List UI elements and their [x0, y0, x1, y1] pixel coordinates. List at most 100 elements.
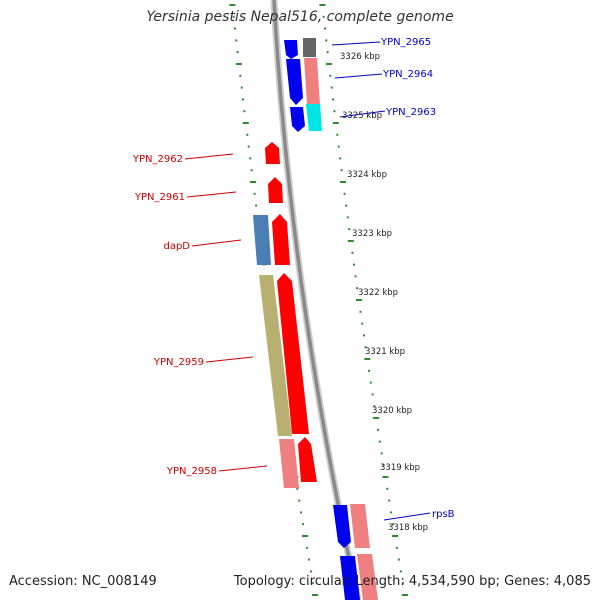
tick-mark-left — [240, 86, 243, 89]
connector-ypn-2959 — [205, 356, 254, 363]
connector-ypn-2964 — [334, 73, 383, 79]
gene-feature-ypn-2959[interactable] — [277, 273, 309, 434]
tick-mark-right — [388, 499, 391, 502]
accession-text: Accession: NC_008149 — [9, 574, 157, 589]
tick-mark-left — [255, 204, 258, 207]
scale-label-3321: 3321 kbp — [365, 347, 405, 357]
tick-mark-left — [229, 4, 236, 6]
gene-label-ypn-2962[interactable]: YPN_2962 — [132, 154, 183, 165]
tick-mark-right — [373, 405, 376, 408]
gene-feature-ypn-2962[interactable] — [265, 142, 280, 164]
feature-olive — [259, 275, 292, 436]
tick-mark-left — [250, 169, 253, 172]
scale-label-3323: 3323 kbp — [352, 229, 392, 239]
feature-steelblue — [253, 215, 271, 265]
tick-mark-right — [346, 216, 349, 219]
gene-feature-dapd[interactable] — [272, 214, 290, 265]
gene-label-rpsb[interactable]: rpsB — [432, 509, 455, 520]
tick-mark-left — [298, 499, 301, 502]
tick-mark-left — [232, 15, 235, 18]
tick-mark-right — [330, 86, 333, 89]
tick-mark-left — [305, 546, 308, 549]
feature-pink-upper — [304, 58, 320, 104]
connector-ypn-2962 — [184, 153, 234, 160]
gene-label-ypn-2963[interactable]: YPN_2963 — [385, 107, 436, 118]
tick-mark-right — [340, 169, 343, 172]
tick-mark-right — [362, 334, 365, 337]
gene-label-ypn-2961[interactable]: YPN_2961 — [134, 192, 185, 203]
feature-gray — [303, 38, 316, 57]
tick-mark-left — [311, 582, 314, 585]
tick-mark-right — [356, 287, 359, 290]
tick-mark-right — [371, 393, 374, 396]
connector-ypn-2961 — [186, 191, 237, 198]
tick-mark-right — [369, 381, 372, 384]
tick-mark-left — [307, 558, 310, 561]
gene-feature-ypn-2963[interactable] — [290, 107, 305, 132]
feature-track — [253, 38, 378, 600]
feature-pink-lower — [350, 504, 370, 548]
tick-mark-right — [361, 322, 364, 325]
feature-pink-bottom — [357, 554, 378, 600]
tick-mark-left — [235, 39, 238, 42]
connector-ypn-2958 — [218, 465, 268, 472]
tick-mark-right — [355, 299, 362, 301]
scale-label-3319: 3319 kbp — [380, 463, 420, 473]
gene-label-dapd[interactable]: dapD — [163, 241, 190, 252]
tick-mark-right — [373, 417, 380, 419]
tick-mark-right — [380, 452, 383, 455]
tick-mark-right — [364, 346, 367, 349]
tick-mark-right — [359, 310, 362, 313]
tick-mark-right — [322, 15, 325, 18]
gene-label-ypn-2965[interactable]: YPN_2965 — [380, 37, 431, 48]
tick-mark-right — [348, 228, 351, 231]
tick-mark-right — [337, 145, 340, 148]
tick-mark-right — [401, 582, 404, 585]
tick-mark-left — [309, 570, 312, 573]
gene-feature-next-forward[interactable] — [340, 556, 360, 600]
tick-mark-left — [239, 74, 242, 77]
tick-mark-right — [343, 192, 346, 195]
tick-mark-right — [340, 181, 347, 183]
feature-cyan — [306, 104, 322, 131]
tick-mark-right — [354, 275, 357, 278]
gene-feature-ypn-2958[interactable] — [298, 437, 317, 482]
tick-mark-right — [339, 157, 342, 160]
tick-mark-right — [382, 464, 385, 467]
tick-mark-right — [392, 523, 394, 526]
connector-ypn-2965 — [331, 41, 381, 46]
tick-mark-right — [399, 570, 402, 573]
tick-mark-left — [243, 110, 246, 113]
tick-mark-left — [253, 192, 256, 195]
gene-label-ypn-2959[interactable]: YPN_2959 — [153, 357, 204, 368]
tick-mark-left — [234, 27, 236, 30]
genome-summary-text: Topology: circular; Length: 4,534,590 bp… — [233, 574, 591, 589]
tick-mark-left — [302, 523, 304, 526]
scale-label-3320: 3320 kbp — [372, 406, 412, 416]
tick-mark-right — [325, 39, 328, 42]
tick-mark-right — [329, 74, 332, 77]
gene-feature-ypn-2965[interactable] — [284, 40, 298, 59]
tick-mark-right — [319, 4, 326, 6]
gene-feature-rpsb[interactable] — [333, 505, 351, 548]
gene-label-ypn-2964[interactable]: YPN_2964 — [382, 69, 433, 80]
tick-mark-right — [392, 535, 398, 537]
tick-mark-left — [247, 145, 250, 148]
scale-label-3325: 3325 kbp — [342, 111, 382, 121]
tick-mark-right — [402, 594, 408, 596]
gene-labels: YPN_2965 YPN_2964 YPN_2963 rpsB YPN_2962… — [132, 37, 455, 520]
scale-label-3322: 3322 kbp — [358, 288, 398, 298]
tick-mark-right — [336, 133, 339, 136]
gene-label-ypn-2958[interactable]: YPN_2958 — [166, 466, 217, 477]
tick-mark-right — [390, 511, 393, 514]
page-title: Yersinia pestis Nepal516, complete genom… — [146, 9, 454, 25]
gene-feature-ypn-2961[interactable] — [268, 177, 283, 203]
gene-feature-ypn-2964[interactable] — [286, 59, 303, 105]
tick-mark-right — [386, 487, 389, 490]
tick-mark-right — [378, 440, 381, 443]
tick-mark-right — [347, 240, 354, 242]
label-connectors — [184, 41, 431, 521]
scale-labels: 3326 kbp 3325 kbp 3324 kbp 3323 kbp 3322… — [340, 52, 428, 533]
tick-mark-right — [395, 546, 398, 549]
